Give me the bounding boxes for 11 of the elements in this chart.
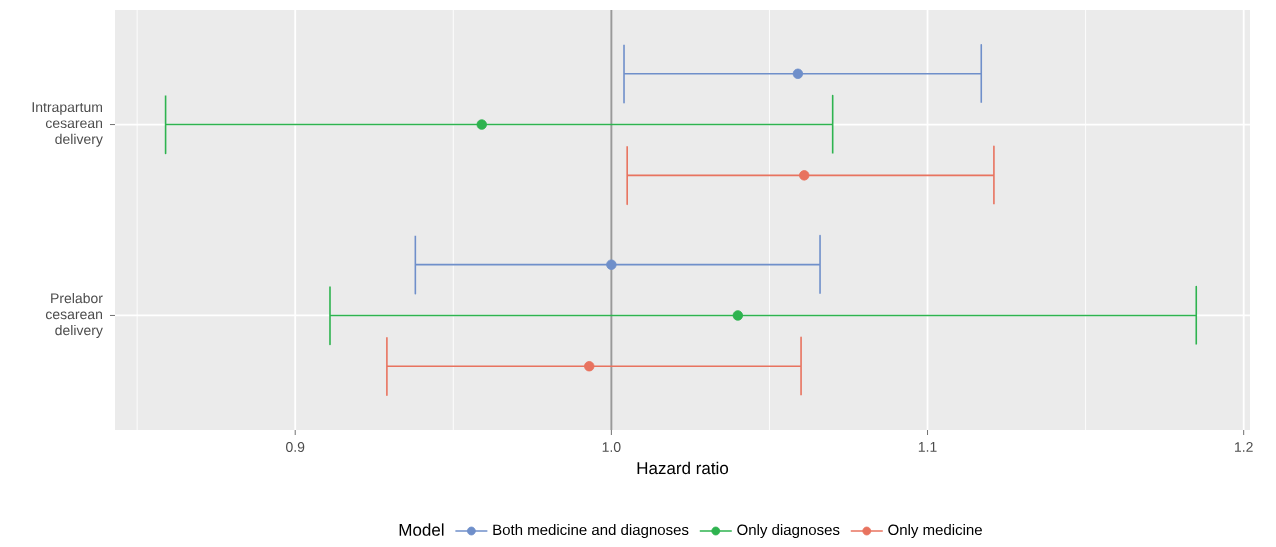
x-tick-label: 1.1 [918, 442, 937, 452]
legend-label: Both medicine and diagnoses [493, 524, 689, 539]
legend-label: Only diagnoses [737, 524, 840, 539]
legend-title: Model [399, 523, 444, 536]
x-tick-label: 1.2 [1235, 442, 1253, 452]
x-tick-label: 0.9 [286, 442, 305, 452]
y-tick-label: Prelabor cesarean delivery [45, 292, 103, 338]
y-tick-label: Intrapartum cesarean delivery [32, 102, 103, 147]
x-axis-title: Hazard ratio [637, 461, 729, 475]
x-tick-label: 1.0 [602, 442, 621, 452]
legend-label: Only medicine [888, 524, 982, 539]
